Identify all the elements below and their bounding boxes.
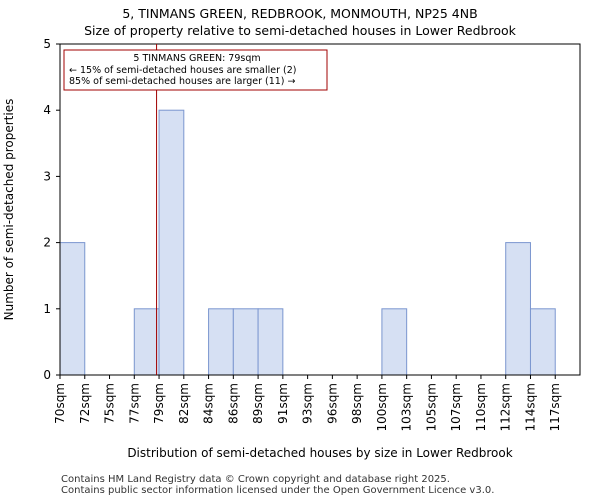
y-axis-label: Number of semi-detached properties xyxy=(2,99,16,321)
x-tick-label: 82sqm xyxy=(177,383,191,424)
x-tick-label: 117sqm xyxy=(548,383,562,431)
x-tick-label: 75sqm xyxy=(103,383,117,424)
histogram-bar xyxy=(133,308,160,376)
x-tick-label: 105sqm xyxy=(424,383,438,431)
x-tick-label: 112sqm xyxy=(499,383,513,431)
annotation-box xyxy=(63,49,328,91)
x-tick-label: 93sqm xyxy=(301,383,315,424)
x-tick-label: 89sqm xyxy=(251,383,265,424)
y-tick-label: 0 xyxy=(43,368,51,382)
x-tick-label: 100sqm xyxy=(375,383,389,431)
x-tick-label: 72sqm xyxy=(78,383,92,424)
x-tick-label: 110sqm xyxy=(474,383,488,431)
x-tick-label: 96sqm xyxy=(325,383,339,424)
histogram-bar xyxy=(158,109,185,376)
footer-licence: Contains public sector information licen… xyxy=(61,485,495,496)
y-tick-label: 2 xyxy=(43,236,51,250)
histogram-bar xyxy=(529,308,556,376)
x-tick-label: 114sqm xyxy=(523,383,537,431)
y-tick-label: 1 xyxy=(43,302,51,316)
histogram-bar xyxy=(505,242,531,376)
histogram-bar xyxy=(232,308,259,376)
annotation-line: ← 15% of semi-detached houses are smalle… xyxy=(69,65,297,76)
x-tick-label: 79sqm xyxy=(152,383,166,424)
x-tick-label: 86sqm xyxy=(226,383,240,424)
chart-title-address: 5, TINMANS GREEN, REDBROOK, MONMOUTH, NP… xyxy=(122,6,478,21)
x-tick-label: 103sqm xyxy=(400,383,414,431)
x-tick-label: 84sqm xyxy=(202,383,216,424)
x-tick-label: 98sqm xyxy=(350,383,364,424)
x-tick-label: 107sqm xyxy=(449,383,463,431)
x-axis-label: Distribution of semi-detached houses by … xyxy=(127,446,512,460)
chart-title-subtitle: Size of property relative to semi-detach… xyxy=(84,23,516,38)
y-tick-label: 5 xyxy=(43,37,51,51)
footer-copyright: Contains HM Land Registry data © Crown c… xyxy=(61,474,450,485)
plot-frame xyxy=(59,43,581,376)
histogram-bar xyxy=(257,308,284,376)
histogram-bar xyxy=(59,242,86,376)
x-tick-label: 70sqm xyxy=(53,383,67,424)
histogram-bar xyxy=(381,308,408,376)
annotation-line: 85% of semi-detached houses are larger (… xyxy=(69,76,296,87)
y-tick-label: 4 xyxy=(43,103,51,117)
y-tick-label: 3 xyxy=(43,169,51,183)
histogram-bar xyxy=(208,308,234,376)
x-tick-label: 91sqm xyxy=(276,383,290,424)
annotation-line: 5 TINMANS GREEN: 79sqm xyxy=(133,53,260,64)
x-tick-label: 77sqm xyxy=(127,383,141,424)
